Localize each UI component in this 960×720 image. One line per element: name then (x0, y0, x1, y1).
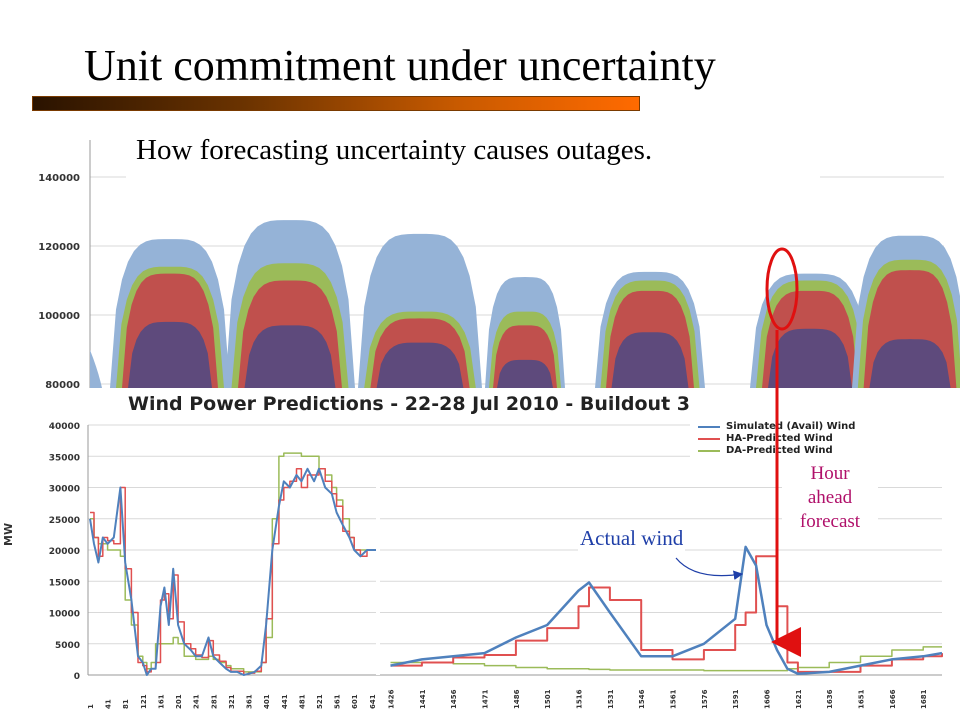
wind-x-tick-label: 561 (334, 694, 342, 709)
wind-x-tick-label: 321 (228, 694, 236, 709)
hour-ahead-line-1: Hour (810, 463, 850, 484)
wind-y-tick-label: 20000 (49, 547, 80, 557)
title-accent-bar (32, 96, 640, 111)
hour-ahead-line-3: forecast (799, 511, 861, 532)
legend-swatch-simulated (698, 426, 720, 428)
legend-label-simulated: Simulated (Avail) Wind (726, 421, 856, 432)
area-y-tick-label: 120000 (38, 242, 80, 253)
wind-y-tick-label: 10000 (49, 610, 80, 620)
area-y-tick-label: 80000 (45, 380, 80, 391)
wind-x-tick-label: 1441 (419, 689, 427, 709)
wind-x-tick-label: 361 (246, 694, 254, 709)
wind-x-tick-label: 401 (263, 694, 271, 709)
highlight-ellipse (765, 247, 799, 331)
wind-y-tick-label: 5000 (55, 641, 80, 651)
wind-x-tick-label: 1591 (732, 689, 740, 709)
wind-chart-title: Wind Power Predictions - 22-28 Jul 2010 … (128, 393, 691, 415)
wind-y-tick-label: 40000 (49, 422, 80, 432)
series-actual-right (390, 545, 943, 676)
wind-x-tick-label: 1576 (701, 689, 709, 709)
series-actual-left (89, 467, 378, 676)
wind-x-tick-label: 481 (298, 694, 306, 709)
hour-ahead-forecast-annotation: Hour ahead forecast (782, 460, 878, 548)
area-edge-left (90, 350, 102, 388)
wind-x-tick-label: 1606 (764, 689, 772, 709)
wind-x-tick-label: 161 (158, 694, 166, 709)
area-day-7-layer-1 (859, 339, 960, 388)
legend-item-simulated: Simulated (Avail) Wind (690, 421, 946, 433)
blue-arrow (675, 557, 744, 580)
legend-item-da: DA-Predicted Wind (690, 445, 946, 457)
wind-x-tick-label: 1486 (513, 689, 521, 709)
wind-x-tick-label: 1546 (638, 689, 646, 709)
area-y-tick-label: 100000 (38, 311, 80, 322)
legend-item-ha: HA-Predicted Wind (690, 433, 946, 445)
legend-swatch-ha (698, 438, 720, 440)
wind-chart-legend: Simulated (Avail) Wind HA-Predicted Wind… (690, 421, 946, 463)
wind-y-tick-label: 35000 (49, 453, 80, 463)
wind-x-tick-label: 1666 (889, 689, 897, 709)
series-ha-right (390, 555, 943, 673)
wind-x-tick-label: 641 (369, 694, 377, 709)
wind-x-tick-label: 1456 (450, 689, 458, 709)
wind-y-tick-label: 30000 (49, 485, 80, 495)
area-day-1-layer-1 (118, 321, 222, 388)
area-y-tick-label: 140000 (38, 173, 80, 184)
slide-subtitle: How forecasting uncertainty causes outag… (126, 130, 820, 180)
wind-x-tick-label: 1531 (607, 689, 615, 709)
area-day-5-layer-1 (601, 332, 699, 388)
area-day-4-layer-1 (487, 359, 563, 388)
wind-x-tick-label: 1681 (920, 689, 928, 709)
wind-x-tick-label: 441 (281, 694, 289, 709)
wind-x-tick-label: 1471 (482, 689, 490, 709)
area-day-2-layer-1 (234, 325, 346, 388)
wind-x-tick-label: 1651 (858, 689, 866, 709)
wind-x-tick-label: 1501 (544, 689, 552, 709)
wind-x-tick-label: 1636 (826, 689, 834, 709)
wind-x-tick-label: 241 (193, 694, 201, 709)
wind-x-tick-label: 521 (316, 694, 324, 709)
wind-y-tick-label: 25000 (49, 516, 80, 526)
hour-ahead-line-2: ahead (807, 487, 853, 508)
wind-x-tick-label: 121 (140, 694, 148, 709)
wind-x-tick-label: 1 (87, 704, 95, 709)
chart-splice-gap (376, 480, 380, 675)
wind-x-tick-label: 1426 (388, 689, 396, 709)
wind-x-tick-label: 1621 (795, 689, 803, 709)
area-day-6-layer-1 (758, 328, 862, 388)
wind-x-tick-label: 1561 (670, 689, 678, 709)
wind-x-tick-label: 601 (351, 694, 359, 709)
wind-x-tick-label: 1516 (576, 689, 584, 709)
wind-y-tick-label: 15000 (49, 578, 80, 588)
series-da-right (390, 646, 942, 672)
wind-x-tick-label: 41 (105, 699, 113, 709)
legend-label-ha: HA-Predicted Wind (726, 433, 833, 444)
legend-swatch-da (698, 450, 720, 452)
wind-x-tick-label: 281 (210, 694, 218, 709)
wind-x-tick-label: 81 (122, 699, 130, 709)
wind-y-tick-label: 0 (74, 672, 80, 682)
legend-label-da: DA-Predicted Wind (726, 445, 833, 456)
actual-wind-annotation: Actual wind (578, 526, 686, 551)
area-day-3-layer-1 (366, 342, 474, 388)
wind-x-tick-label: 201 (175, 694, 183, 709)
slide-title: Unit commitment under uncertainty (84, 41, 716, 90)
